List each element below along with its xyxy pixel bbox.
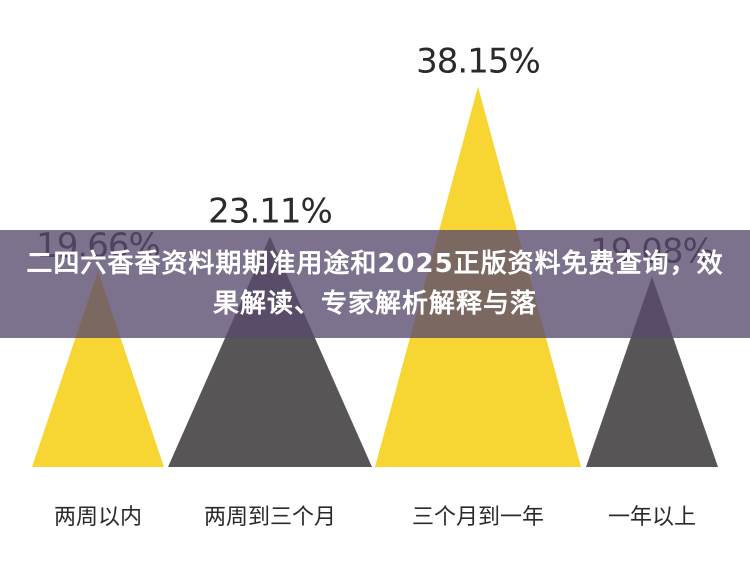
title-banner: 二四六香香资料期期准用途和2025正版资料免费查询，效果解读、专家解析解释与落 <box>0 230 750 338</box>
triangle-bar-1 <box>32 270 164 467</box>
category-label-1: 两周以内 <box>54 505 142 530</box>
triangle-bar-4 <box>586 276 718 467</box>
value-label-2: 23.11% <box>208 191 332 231</box>
triangle-bar-2 <box>168 236 372 467</box>
category-label-2: 两周到三个月 <box>204 505 336 530</box>
banner-title: 二四六香香资料期期准用途和2025正版资料免费查询，效果解读、专家解析解释与落 <box>26 249 724 319</box>
category-label-4: 一年以上 <box>608 505 696 530</box>
category-label-3: 三个月到一年 <box>412 505 544 530</box>
value-label-3: 38.15% <box>416 41 540 81</box>
